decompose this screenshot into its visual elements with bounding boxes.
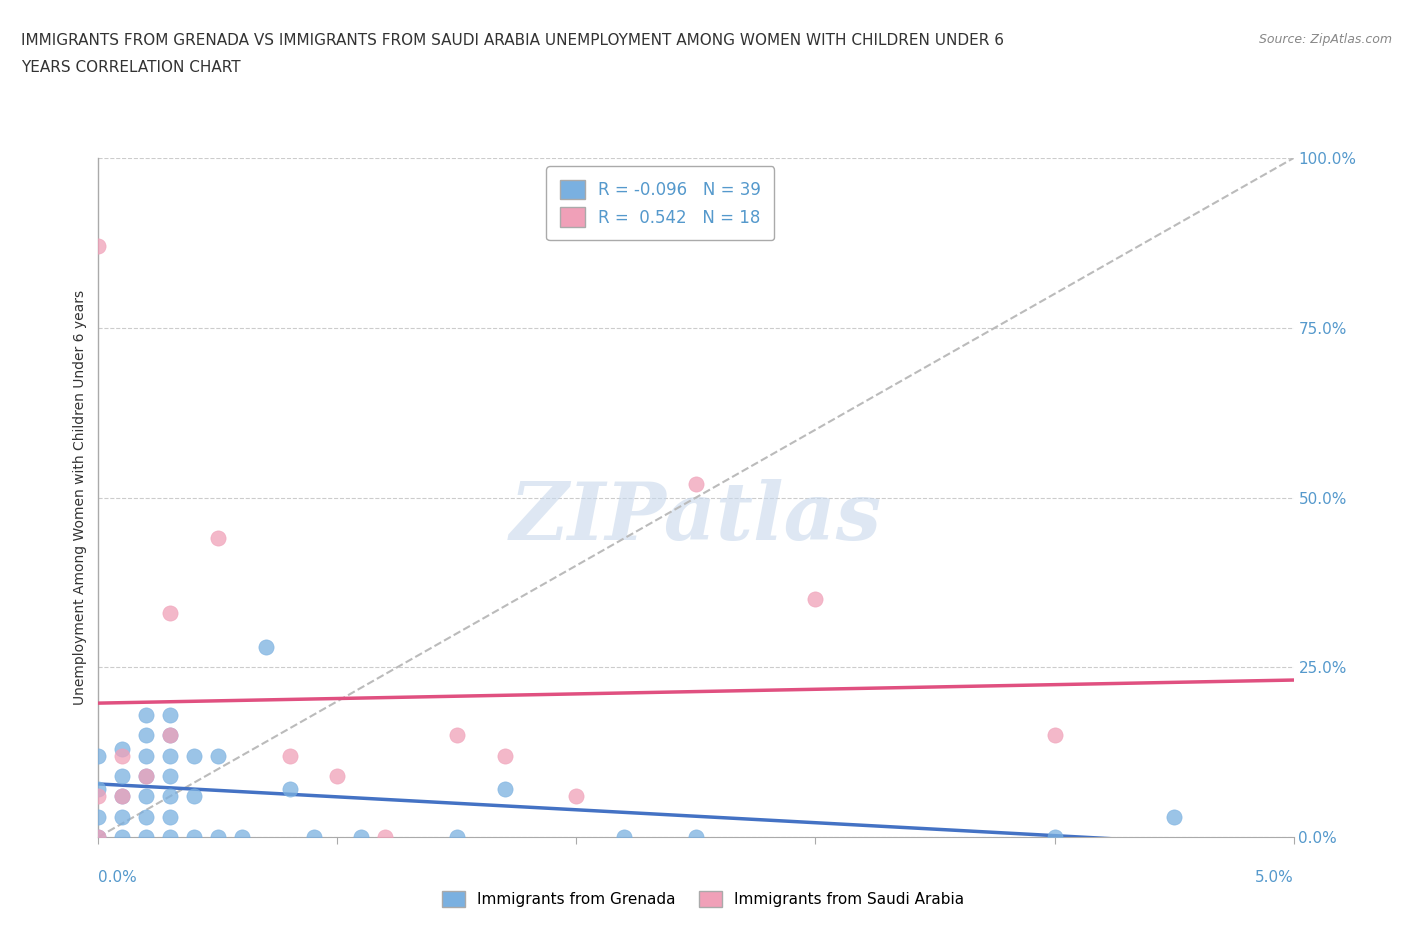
Point [135, 748, 157, 763]
Text: 5.0%: 5.0% [1254, 870, 1294, 884]
Point [685, 476, 707, 491]
Point [111, 768, 134, 783]
Point [350, 830, 373, 844]
Point [135, 768, 157, 783]
Point [159, 830, 181, 844]
Point [302, 830, 325, 844]
Point [159, 789, 181, 804]
Point [207, 531, 229, 546]
Point [1043, 727, 1066, 742]
Point [135, 789, 157, 804]
Point [326, 768, 349, 783]
Point [1043, 830, 1066, 844]
Text: ZIPatlas: ZIPatlas [510, 479, 882, 557]
Point [111, 741, 134, 756]
Text: IMMIGRANTS FROM GRENADA VS IMMIGRANTS FROM SAUDI ARABIA UNEMPLOYMENT AMONG WOMEN: IMMIGRANTS FROM GRENADA VS IMMIGRANTS FR… [21, 33, 1004, 47]
Point [87, 789, 110, 804]
Point [1163, 809, 1185, 824]
Point [135, 830, 157, 844]
Text: YEARS CORRELATION CHART: YEARS CORRELATION CHART [21, 60, 240, 75]
Point [446, 830, 468, 844]
Point [87, 809, 110, 824]
Point [135, 768, 157, 783]
Point [183, 830, 205, 844]
Point [278, 748, 301, 763]
Point [231, 830, 253, 844]
Point [159, 727, 181, 742]
Legend: R = -0.096   N = 39, R =  0.542   N = 18: R = -0.096 N = 39, R = 0.542 N = 18 [546, 166, 775, 240]
Point [207, 748, 229, 763]
Point [111, 830, 134, 844]
Point [87, 830, 110, 844]
Point [111, 789, 134, 804]
Point [135, 727, 157, 742]
Point [87, 239, 110, 254]
Point [111, 809, 134, 824]
Point [183, 789, 205, 804]
Point [159, 809, 181, 824]
Point [87, 830, 110, 844]
Point [613, 830, 636, 844]
Point [159, 768, 181, 783]
Point [159, 748, 181, 763]
Point [183, 748, 205, 763]
Point [135, 708, 157, 723]
Point [565, 789, 588, 804]
Point [87, 782, 110, 797]
Point [804, 592, 827, 607]
Point [494, 782, 516, 797]
Point [159, 605, 181, 620]
Point [87, 748, 110, 763]
Point [494, 748, 516, 763]
Point [685, 830, 707, 844]
Point [159, 708, 181, 723]
Point [374, 830, 396, 844]
Point [111, 789, 134, 804]
Point [446, 727, 468, 742]
Legend: Immigrants from Grenada, Immigrants from Saudi Arabia: Immigrants from Grenada, Immigrants from… [436, 884, 970, 913]
Point [278, 782, 301, 797]
Text: 0.0%: 0.0% [98, 870, 138, 884]
Point [254, 640, 277, 655]
Point [207, 830, 229, 844]
Y-axis label: Unemployment Among Women with Children Under 6 years: Unemployment Among Women with Children U… [73, 290, 87, 705]
Text: Source: ZipAtlas.com: Source: ZipAtlas.com [1258, 33, 1392, 46]
Point [159, 727, 181, 742]
Point [135, 809, 157, 824]
Point [111, 748, 134, 763]
